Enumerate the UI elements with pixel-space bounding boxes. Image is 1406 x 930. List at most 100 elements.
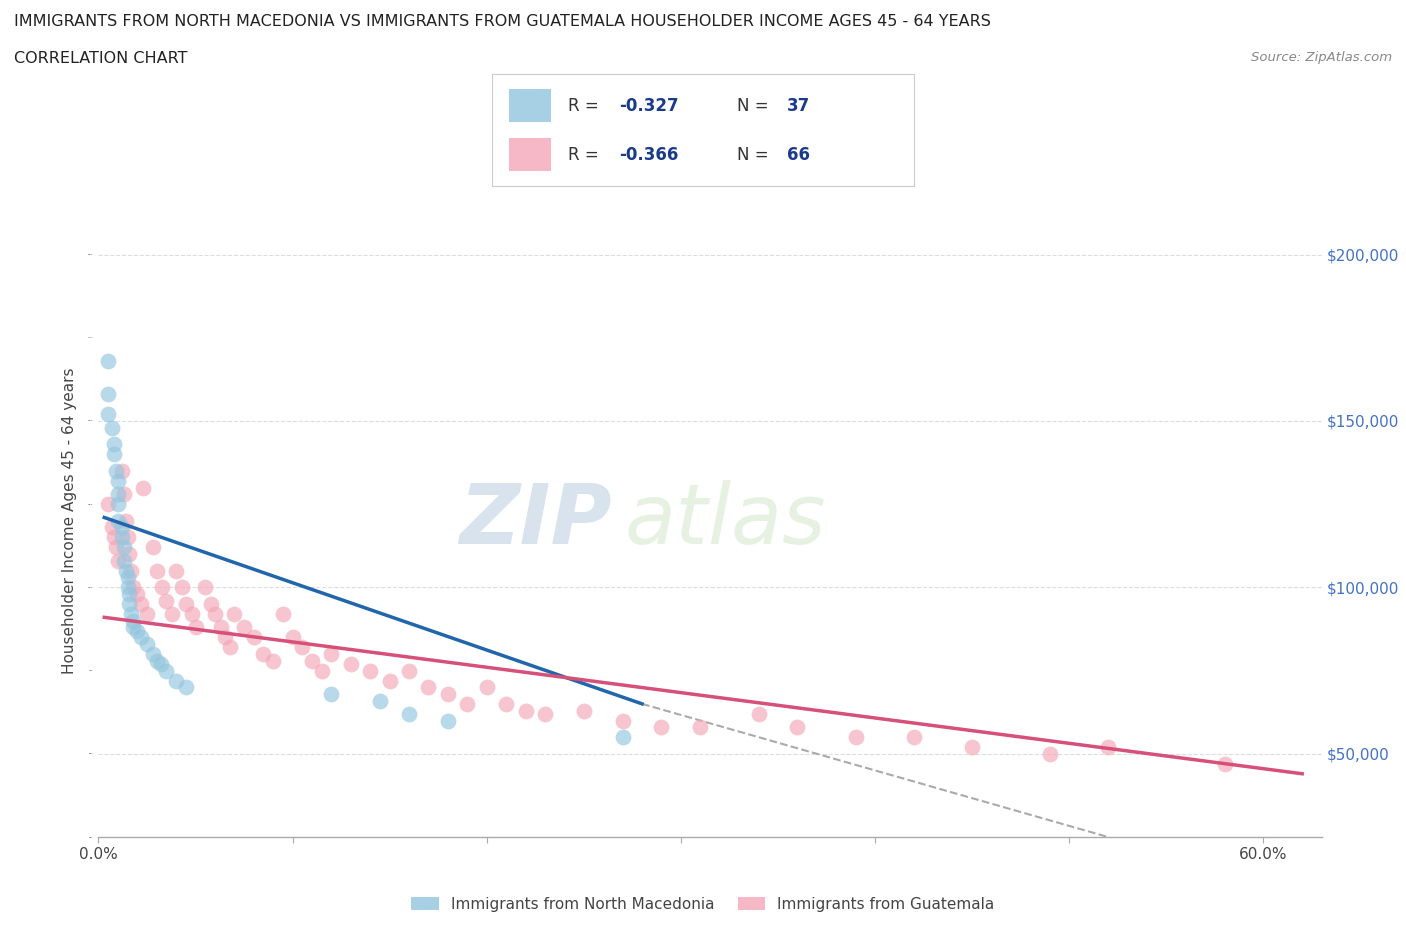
Point — [242, 630, 264, 644]
Point — [398, 707, 420, 722]
Point — [475, 680, 498, 695]
Point — [111, 520, 134, 535]
Text: R =: R = — [568, 97, 605, 114]
Point — [132, 480, 155, 495]
Point — [572, 703, 595, 718]
Point — [291, 640, 314, 655]
Point — [145, 564, 167, 578]
Point — [418, 680, 440, 695]
Point — [515, 703, 537, 718]
Point — [136, 606, 159, 621]
Point — [165, 564, 187, 578]
Point — [122, 620, 145, 635]
Bar — [509, 138, 551, 171]
Text: N =: N = — [737, 97, 773, 114]
Point — [960, 739, 983, 754]
Point — [103, 446, 125, 461]
Point — [104, 540, 127, 555]
Point — [160, 606, 183, 621]
Point — [340, 657, 363, 671]
Point — [97, 406, 120, 421]
Point — [103, 437, 125, 452]
Text: atlas: atlas — [624, 480, 827, 562]
Point — [321, 646, 343, 661]
Point — [233, 620, 256, 635]
Point — [165, 673, 187, 688]
Point — [219, 640, 242, 655]
Text: 66: 66 — [787, 146, 810, 164]
Point — [612, 730, 634, 745]
Point — [112, 553, 135, 568]
Point — [194, 580, 217, 595]
Point — [122, 613, 145, 628]
Point — [118, 587, 141, 602]
Point — [101, 420, 124, 435]
Point — [107, 486, 129, 501]
Point — [107, 513, 129, 528]
Point — [301, 653, 323, 668]
Point — [786, 720, 808, 735]
Point — [129, 596, 152, 611]
Point — [145, 653, 167, 668]
Legend: Immigrants from North Macedonia, Immigrants from Guatemala: Immigrants from North Macedonia, Immigra… — [405, 890, 1001, 918]
Point — [398, 663, 420, 678]
Point — [127, 623, 149, 638]
Text: Source: ZipAtlas.com: Source: ZipAtlas.com — [1251, 51, 1392, 64]
Point — [689, 720, 711, 735]
Point — [612, 713, 634, 728]
Point — [437, 713, 460, 728]
Point — [271, 606, 294, 621]
Point — [200, 596, 222, 611]
Point — [311, 663, 333, 678]
Point — [120, 606, 142, 621]
Point — [101, 520, 124, 535]
Point — [118, 596, 141, 611]
Point — [111, 463, 134, 478]
Point — [1039, 747, 1062, 762]
Point — [155, 593, 177, 608]
Point — [262, 653, 284, 668]
Point — [114, 513, 136, 528]
Point — [111, 530, 134, 545]
Point — [97, 387, 120, 402]
Point — [107, 497, 129, 512]
Point — [359, 663, 381, 678]
Point — [149, 657, 172, 671]
Point — [112, 540, 135, 555]
Point — [378, 673, 401, 688]
Point — [437, 686, 460, 701]
Point — [321, 686, 343, 701]
Point — [104, 463, 127, 478]
Point — [845, 730, 868, 745]
Point — [214, 630, 236, 644]
Point — [252, 646, 274, 661]
Point — [204, 606, 226, 621]
Point — [534, 707, 557, 722]
Point — [281, 630, 304, 644]
Point — [184, 620, 207, 635]
Y-axis label: Householder Income Ages 45 - 64 years: Householder Income Ages 45 - 64 years — [62, 367, 77, 674]
Point — [122, 580, 145, 595]
Point — [748, 707, 770, 722]
Point — [170, 580, 193, 595]
Point — [174, 680, 197, 695]
Text: N =: N = — [737, 146, 773, 164]
Point — [155, 663, 177, 678]
Point — [97, 497, 120, 512]
Point — [152, 580, 174, 595]
Point — [180, 606, 202, 621]
Point — [107, 473, 129, 488]
Point — [114, 564, 136, 578]
Point — [118, 547, 141, 562]
Point — [129, 630, 152, 644]
Point — [103, 530, 125, 545]
Point — [117, 570, 139, 585]
Text: R =: R = — [568, 146, 605, 164]
Point — [903, 730, 925, 745]
Point — [1097, 739, 1119, 754]
Text: CORRELATION CHART: CORRELATION CHART — [14, 51, 187, 66]
Point — [112, 486, 135, 501]
Text: IMMIGRANTS FROM NORTH MACEDONIA VS IMMIGRANTS FROM GUATEMALA HOUSEHOLDER INCOME : IMMIGRANTS FROM NORTH MACEDONIA VS IMMIG… — [14, 14, 991, 29]
Point — [117, 580, 139, 595]
Point — [120, 564, 142, 578]
